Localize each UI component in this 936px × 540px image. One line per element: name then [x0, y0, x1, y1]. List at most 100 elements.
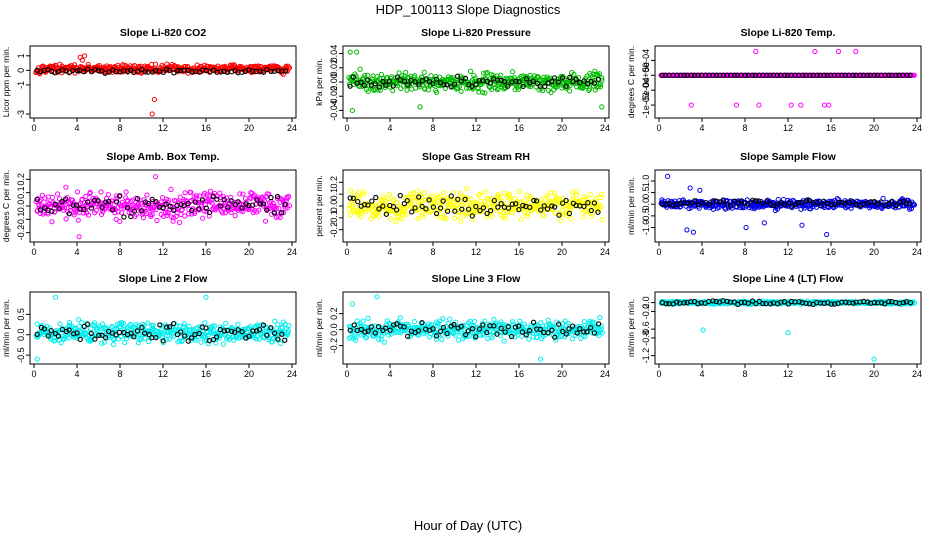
- hourly-point: [81, 206, 87, 213]
- hourly-point: [160, 338, 166, 344]
- hourly-point: [850, 300, 856, 306]
- hourly-point: [55, 333, 62, 339]
- hourly-point: [221, 196, 227, 203]
- data-point: [440, 316, 446, 322]
- hourly-point: [174, 331, 181, 338]
- hourly-point: [264, 207, 270, 213]
- x-tick-label: 8: [430, 123, 435, 133]
- data-point: [346, 202, 353, 209]
- outlier-point: [537, 356, 544, 362]
- data-point: [111, 337, 117, 343]
- hourly-point: [853, 201, 860, 208]
- hourly-point: [437, 328, 444, 335]
- outlier-point: [733, 102, 740, 108]
- data-point: [412, 73, 418, 79]
- hourly-point: [412, 205, 418, 211]
- x-tick-label: 24: [600, 369, 610, 379]
- data-point: [436, 194, 442, 200]
- data-point: [286, 193, 292, 199]
- hourly-point: [185, 200, 191, 207]
- outlier-point: [688, 102, 694, 108]
- data-point: [456, 83, 463, 89]
- hourly-point: [717, 199, 723, 205]
- hourly-point: [458, 78, 464, 84]
- data-point: [556, 197, 562, 203]
- data-point: [380, 193, 386, 199]
- hourly-point: [380, 203, 386, 209]
- hourly-point: [361, 82, 367, 89]
- data-point: [421, 190, 427, 196]
- hourly-point: [232, 201, 239, 208]
- hourly-point: [505, 205, 512, 211]
- hourly-point: [196, 330, 202, 337]
- x-tick-label: 0: [656, 123, 661, 133]
- hourly-point: [77, 336, 83, 343]
- y-tick-label: -1.0: [641, 220, 651, 236]
- hourly-point: [662, 72, 669, 78]
- hourly-point: [527, 204, 533, 210]
- panel-gas-stream-rh: Slope Gas Stream RH0 4 8 12 16 20 24-0.2-0.10.…: [314, 151, 610, 257]
- hourly-point: [745, 201, 751, 207]
- hourly-point: [239, 205, 245, 211]
- data-point: [473, 200, 479, 207]
- data-point: [381, 339, 388, 345]
- data-point: [509, 209, 515, 216]
- data-point: [105, 192, 111, 198]
- hourly-point: [886, 72, 892, 78]
- data-point: [348, 187, 354, 194]
- data-point: [495, 192, 501, 198]
- data-point: [256, 336, 262, 342]
- data-point: [351, 192, 357, 198]
- y-tick-label: 0.2: [329, 176, 339, 189]
- outlier-point: [788, 102, 794, 108]
- hourly-point: [803, 197, 810, 204]
- data-point: [198, 339, 204, 345]
- hourly-point: [279, 210, 285, 216]
- x-tick-label: 20: [557, 247, 567, 257]
- hourly-point: [131, 334, 137, 340]
- data-point: [456, 205, 462, 211]
- outlier-point: [684, 227, 690, 233]
- hourly-point: [163, 324, 170, 330]
- x-tick-label: 24: [600, 123, 610, 133]
- hourly-point: [88, 330, 94, 337]
- outlier-point: [697, 187, 703, 193]
- hourly-point: [250, 328, 256, 334]
- data-point: [117, 218, 123, 225]
- outlier-point: [79, 57, 85, 63]
- hourly-point: [555, 321, 562, 327]
- y-axis-label: kPa per min.: [314, 58, 324, 106]
- hourly-point: [491, 197, 497, 204]
- hourly-point: [419, 319, 425, 326]
- panel-amb-box-temp: Slope Amb. Box Temp.0 4 8 12 16 20 24-0.2-0.10…: [1, 151, 297, 257]
- hourly-point: [591, 80, 597, 86]
- data-point: [98, 211, 105, 217]
- hourly-point: [153, 198, 159, 205]
- hourly-point: [268, 325, 274, 331]
- hourly-point: [473, 203, 479, 210]
- data-point: [425, 87, 432, 93]
- hourly-point: [153, 334, 159, 341]
- outlier-point: [824, 231, 830, 238]
- hourly-point: [34, 331, 40, 337]
- hourly-point: [505, 324, 511, 330]
- hourly-point: [713, 298, 719, 304]
- hourly-point: [501, 78, 508, 85]
- hourly-point: [545, 329, 551, 336]
- hourly-point: [487, 80, 493, 86]
- hourly-point: [70, 331, 77, 337]
- data-point: [775, 196, 781, 203]
- panel-title: Slope Amb. Box Temp.: [106, 151, 219, 163]
- hourly-point: [189, 207, 195, 214]
- hourly-point: [444, 208, 451, 214]
- data-point: [420, 214, 426, 220]
- hourly-point: [376, 84, 382, 90]
- data-point: [153, 207, 159, 213]
- outlier-point: [52, 294, 59, 300]
- hourly-point: [520, 202, 526, 209]
- data-point: [58, 340, 64, 346]
- data-point: [394, 199, 400, 206]
- data-point: [467, 68, 474, 74]
- data-point: [596, 332, 602, 338]
